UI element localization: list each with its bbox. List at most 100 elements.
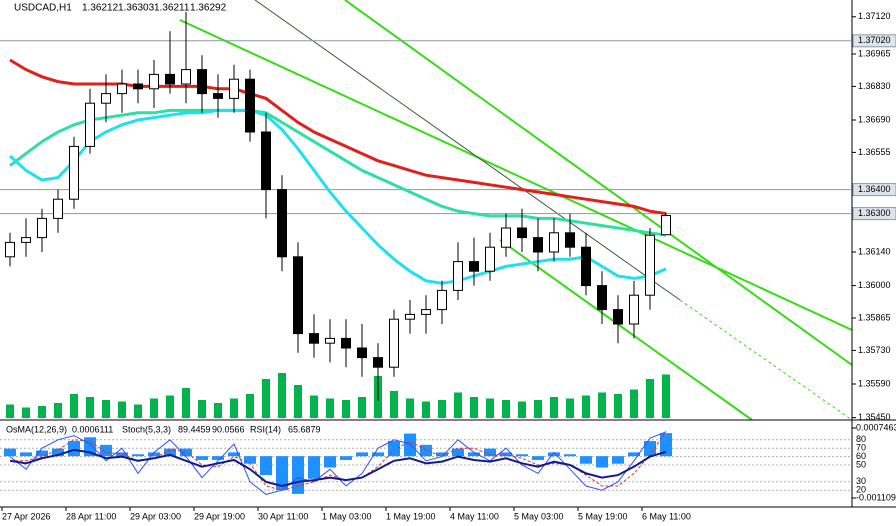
candle-body (469, 261, 479, 272)
volume-bar (518, 401, 526, 418)
level-label-bg (852, 183, 896, 197)
x-tick-label: 29 Apr 03:00 (130, 511, 181, 521)
osma-bar (100, 444, 112, 457)
x-tick-label: 5 May 19:00 (578, 511, 628, 521)
osma-bar (532, 456, 544, 460)
candle-body (5, 241, 15, 258)
osma-bar (548, 452, 560, 457)
x-tick-label: 30 Apr 11:00 (258, 511, 308, 521)
volume-bar (582, 395, 590, 418)
candle-body (341, 337, 351, 349)
channel-line (179, 19, 853, 331)
stoch-value: 89.4459 (178, 424, 211, 434)
candle-body (389, 318, 399, 368)
trend-line (254, 0, 681, 301)
volume-bar (262, 379, 270, 418)
volume-bar (422, 401, 430, 418)
candle-body (581, 246, 591, 287)
volume-bar (390, 391, 398, 418)
candle-body (549, 232, 559, 253)
candle-body (53, 198, 63, 219)
header-open: 1.36212 (82, 3, 119, 14)
volume-bar (550, 397, 558, 418)
x-tick-label: 28 Apr 11:00 (66, 511, 116, 521)
volume-bar (278, 373, 286, 418)
y-tick-label: 50 (856, 459, 866, 469)
volume-bar (198, 400, 206, 418)
volume-bar (246, 394, 254, 418)
osma-bar (644, 441, 656, 457)
candle-body (373, 357, 383, 368)
volume-bar (150, 398, 158, 418)
symbol-title: USDCAD,H1 (14, 3, 72, 14)
candle-body (357, 347, 367, 359)
volume-bar (310, 395, 318, 418)
osma-bar (68, 441, 80, 457)
volume-bar (166, 395, 174, 418)
volume-bar (614, 394, 622, 418)
volume-bar (86, 397, 94, 418)
candle-body (661, 215, 671, 236)
candle-body (181, 69, 191, 85)
volume-bar (6, 404, 14, 418)
osma-bar (148, 452, 160, 457)
level-label: 1.37020 (858, 35, 891, 45)
volume-bar (326, 398, 334, 418)
level-label: 1.36300 (858, 208, 891, 218)
volume-bar (38, 406, 46, 418)
osma-bar (308, 456, 320, 479)
x-tick-label: 1 May 19:00 (386, 511, 436, 521)
candle-body (133, 83, 143, 90)
moving-average (8, 108, 667, 285)
rsi-title: RSI(14) (250, 424, 281, 434)
volume-bar (454, 392, 462, 418)
candle-body (501, 227, 511, 248)
candle-body (165, 73, 175, 85)
volume-bar (566, 398, 574, 418)
candle-body (597, 285, 607, 311)
channel-line (499, 239, 753, 421)
osma-bar (52, 448, 64, 457)
osma-value: 0.0006111 (72, 424, 113, 434)
osma-bar (276, 456, 288, 491)
indicator-line (10, 431, 667, 491)
y-tick-label: 1.36140 (858, 246, 891, 256)
volume-bar (630, 389, 638, 418)
x-tick-label: 6 May 11:00 (642, 511, 691, 521)
level-label-bg (852, 34, 896, 48)
osma-bar (660, 433, 672, 457)
osma-bar (228, 452, 240, 457)
candle-body (197, 69, 207, 95)
candle-body (245, 78, 255, 133)
x-tick-label: 29 Apr 19:00 (194, 511, 245, 521)
osma-bar (20, 452, 32, 457)
indicator-line (9, 448, 667, 488)
y-tick-label: 20 (856, 485, 866, 495)
indicator-line (9, 431, 667, 495)
y-tick-label: 1.37120 (858, 11, 891, 21)
volume-bar (230, 398, 238, 418)
y-tick-label: 60 (856, 451, 866, 461)
candle-body (213, 93, 223, 99)
level-label: 1.36400 (858, 184, 891, 194)
volume-bar (54, 403, 62, 418)
trend-lines (179, 0, 853, 421)
y-tick-label: 1.36830 (858, 81, 891, 91)
osma-bar (260, 456, 272, 476)
candle-body (261, 131, 271, 191)
osma-bar (164, 448, 176, 457)
x-tick-label: 27 Apr 2026 (2, 511, 51, 521)
y-tick-label: 1.35730 (858, 345, 891, 355)
osma-bar (580, 456, 592, 464)
y-tick-label: 1.35590 (858, 378, 891, 388)
candle-body (405, 313, 415, 320)
osma-bar (468, 452, 480, 457)
osma-bar (452, 448, 464, 457)
x-tick-label: 4 May 11:00 (450, 511, 499, 521)
candle-body (21, 237, 31, 243)
level-label-bg (852, 207, 896, 221)
candle-body (533, 237, 543, 253)
volume-bar (118, 401, 126, 418)
volume-bar (70, 394, 78, 418)
